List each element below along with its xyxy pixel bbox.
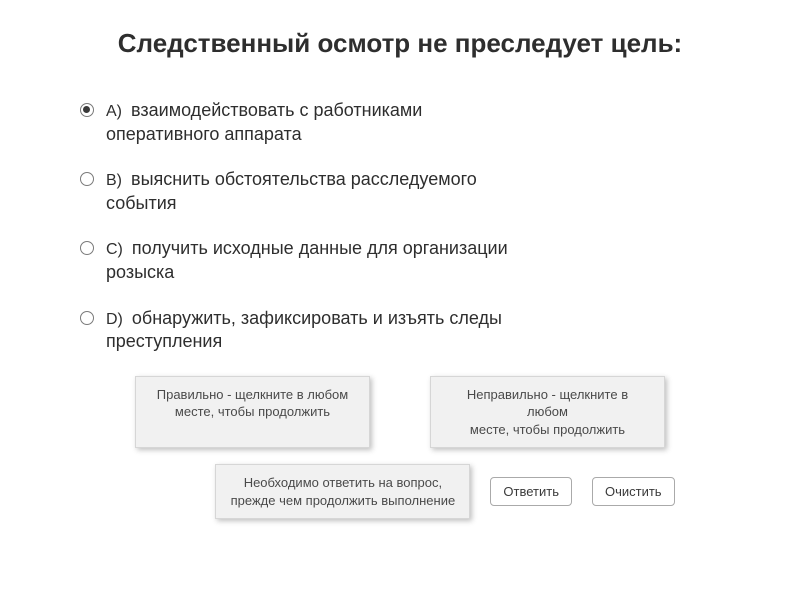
option-label: A) взаимодействовать с работниками опера… <box>106 99 526 146</box>
option-d[interactable]: D) обнаружить, зафиксировать и изъять сл… <box>80 307 750 354</box>
feedback-incorrect-panel[interactable]: Неправильно - щелкните в любом месте, чт… <box>430 376 665 449</box>
radio-icon <box>80 103 94 117</box>
option-c[interactable]: C) получить исходные данные для организа… <box>80 237 750 284</box>
option-label: B) выяснить обстоятельства расследуемого… <box>106 168 526 215</box>
radio-icon <box>80 241 94 255</box>
option-label: C) получить исходные данные для организа… <box>106 237 526 284</box>
option-label: D) обнаружить, зафиксировать и изъять сл… <box>106 307 526 354</box>
clear-button[interactable]: Очистить <box>592 477 675 506</box>
radio-icon <box>80 172 94 186</box>
must-answer-panel[interactable]: Необходимо ответить на вопрос, прежде че… <box>215 464 470 519</box>
feedback-row: Правильно - щелкните в любом месте, чтоб… <box>50 376 750 449</box>
options-list: A) взаимодействовать с работниками опера… <box>50 99 750 354</box>
option-b[interactable]: B) выяснить обстоятельства расследуемого… <box>80 168 750 215</box>
feedback-correct-panel[interactable]: Правильно - щелкните в любом месте, чтоб… <box>135 376 370 449</box>
submit-button[interactable]: Ответить <box>490 477 572 506</box>
bottom-row: Необходимо ответить на вопрос, прежде че… <box>50 464 750 519</box>
question-title: Следственный осмотр не преследует цель: <box>50 28 750 59</box>
radio-icon <box>80 311 94 325</box>
option-a[interactable]: A) взаимодействовать с работниками опера… <box>80 99 750 146</box>
quiz-slide: Следственный осмотр не преследует цель: … <box>0 0 800 600</box>
